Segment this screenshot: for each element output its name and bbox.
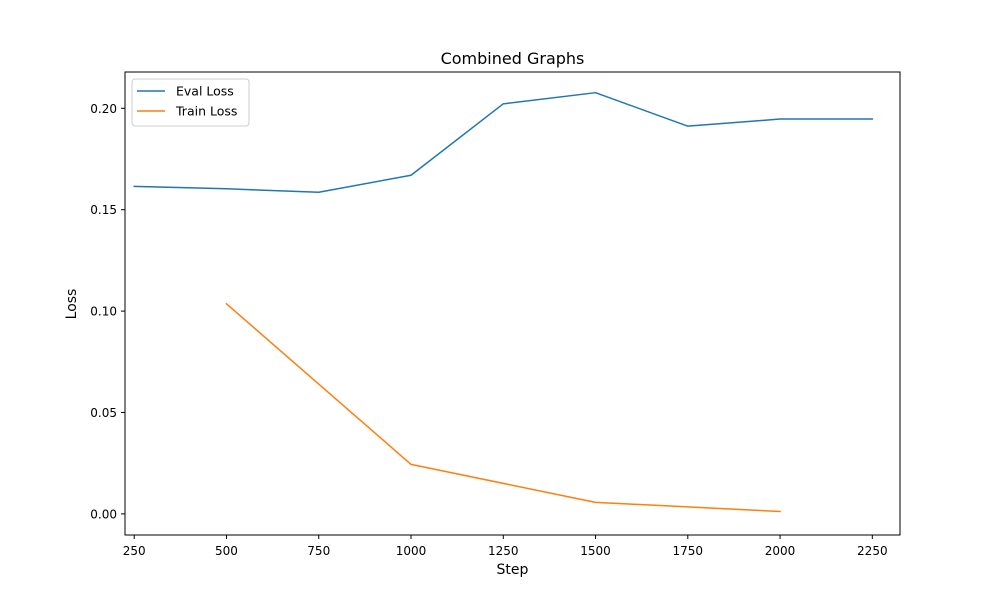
legend: Eval Loss Train Loss — [131, 78, 250, 127]
x-tick-label: 1500 — [580, 544, 611, 558]
series-line-0 — [133, 91, 874, 194]
y-tick-label: 0.10 — [90, 305, 117, 319]
x-tick-label: 250 — [123, 544, 146, 558]
series-line-1 — [225, 302, 781, 513]
y-axis-label: Loss — [64, 289, 80, 320]
y-tick-label: 0.15 — [90, 203, 117, 217]
plot-series — [133, 91, 874, 513]
chart-title: Combined Graphs — [441, 49, 585, 68]
y-tick-label: 0.05 — [90, 406, 117, 420]
x-axis-label: Step — [497, 562, 529, 578]
legend-label-0: Eval Loss — [176, 84, 234, 99]
x-tick-label: 500 — [215, 544, 238, 558]
x-tick-label: 750 — [307, 544, 330, 558]
y-tick-label: 0.20 — [90, 102, 117, 116]
x-tick-label: 1750 — [673, 544, 704, 558]
x-tick-label: 2000 — [765, 544, 796, 558]
x-tick-label: 1000 — [396, 544, 427, 558]
legend-label-1: Train Loss — [175, 104, 237, 119]
x-axis: 250 500 750 1000 1250 1500 1750 2000 2250 — [123, 535, 888, 558]
x-tick-label: 2250 — [857, 544, 888, 558]
plot-frame — [124, 71, 901, 536]
y-tick-label: 0.00 — [90, 507, 117, 521]
y-axis: 0.00 0.05 0.10 0.15 0.20 — [90, 102, 125, 521]
x-tick-label: 1250 — [488, 544, 519, 558]
